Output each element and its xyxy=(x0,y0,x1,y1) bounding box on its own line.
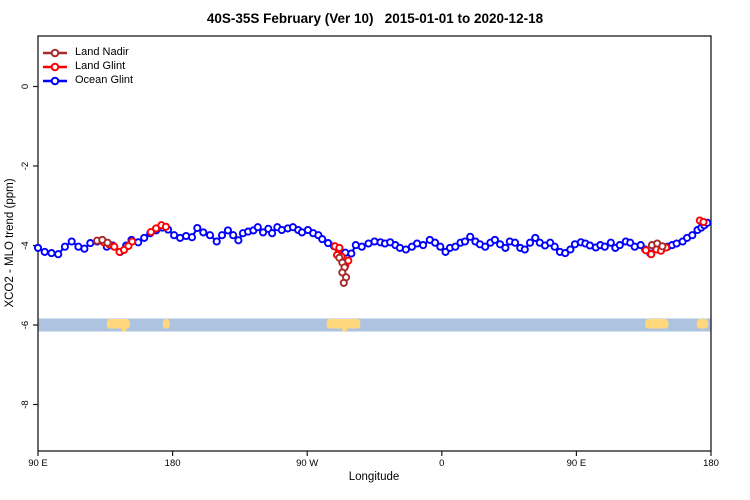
ocean-glint-point xyxy=(80,244,89,253)
land-glint-symbol-icon xyxy=(43,62,67,71)
land-nadir-point xyxy=(103,238,112,247)
chart-title: 40S-35S February (Ver 10) 2015-01-01 to … xyxy=(206,11,544,26)
ocean-glint-point xyxy=(67,237,76,246)
land-mass-drip xyxy=(121,327,127,332)
ocean-glint-point xyxy=(229,231,238,240)
ocean-glint-point xyxy=(268,229,277,238)
land-nadir-symbol-icon xyxy=(43,48,67,57)
legend: Land Nadir Land Glint Ocean Glint xyxy=(42,46,133,87)
ocean-glint-point xyxy=(347,249,356,258)
y-tick-label: -4 xyxy=(20,241,31,249)
land-glint-point xyxy=(641,246,650,255)
x-tick-label: 90 E xyxy=(28,458,48,469)
ocean-glint-point xyxy=(187,233,197,242)
ocean-glint-point xyxy=(600,242,609,251)
ocean-glint-point xyxy=(615,241,624,250)
ocean-glint-point xyxy=(419,241,428,250)
land-mass-blob xyxy=(162,319,170,329)
ocean-glint-point xyxy=(520,245,529,254)
ocean-glint-point xyxy=(140,233,149,242)
ocean-glint-point xyxy=(47,249,56,258)
ocean-glint-point xyxy=(431,238,440,247)
map-band-ocean xyxy=(38,318,711,332)
ocean-glint-point xyxy=(33,243,43,252)
ocean-glint-point xyxy=(60,242,69,251)
land-mass-drip xyxy=(342,327,348,332)
legend-label-land-nadir: Land Nadir xyxy=(75,46,129,58)
land-glint-point xyxy=(128,237,137,246)
ocean-glint-point xyxy=(481,242,490,251)
ocean-glint-symbol-icon xyxy=(43,76,67,85)
ocean-glint-point xyxy=(199,228,208,237)
ocean-glint-point xyxy=(217,231,227,240)
x-tick-label: 90 W xyxy=(296,458,318,469)
ocean-glint-point xyxy=(496,240,505,249)
x-tick-label: 180 xyxy=(165,458,181,469)
ocean-glint-point xyxy=(318,235,327,244)
x-tick-label: 90 E xyxy=(567,458,587,469)
x-tick-label: 180 xyxy=(703,458,719,469)
y-tick-label: -2 xyxy=(20,162,31,170)
ocean-glint-point xyxy=(531,233,540,242)
legend-label-ocean-glint: Ocean Glint xyxy=(75,74,134,86)
legend-item-land-nadir: Land Nadir xyxy=(42,46,133,59)
land-mass-blob xyxy=(696,319,709,329)
ocean-glint-point xyxy=(466,232,475,241)
plot-frame xyxy=(37,35,712,452)
land-glint-point xyxy=(699,217,708,227)
land-glint-point xyxy=(146,227,155,237)
land-mass-blob xyxy=(106,319,130,329)
ocean-glint-point xyxy=(253,223,262,232)
legend-label-land-glint: Land Glint xyxy=(75,60,126,72)
ocean-glint-point xyxy=(357,242,366,251)
ocean-glint-point xyxy=(259,228,268,237)
ocean-glint-point xyxy=(40,247,49,256)
ocean-glint-point xyxy=(636,241,645,250)
ocean-glint-point xyxy=(566,245,575,254)
ocean-glint-point xyxy=(460,237,470,246)
ocean-glint-point xyxy=(86,239,95,248)
land-glint-point xyxy=(110,242,119,251)
land-glint-point xyxy=(647,250,656,259)
ocean-glint-point xyxy=(212,237,221,246)
ocean-glint-point xyxy=(550,242,559,251)
x-axis-title: Longitude xyxy=(348,471,400,483)
ocean-glint-point xyxy=(525,238,535,247)
ocean-glint-point xyxy=(511,238,520,247)
ocean-glint-point xyxy=(561,249,570,258)
ocean-glint-point xyxy=(54,250,63,259)
ocean-glint-point xyxy=(606,238,615,247)
land-nadir-point xyxy=(658,242,667,251)
ocean-glint-point xyxy=(436,242,445,251)
ocean-glint-point xyxy=(324,239,333,248)
ocean-glint-point xyxy=(688,231,697,240)
x-tick-label: 0 xyxy=(439,458,444,469)
y-axis-title: XCO2 - MLO trend (ppm) xyxy=(4,178,16,308)
ocean-glint-point xyxy=(501,243,510,252)
land-mass-blob xyxy=(326,319,361,329)
y-tick-label: -6 xyxy=(20,321,31,329)
ocean-glint-point xyxy=(451,242,460,251)
y-tick-label: 0 xyxy=(20,84,31,89)
land-glint-point xyxy=(335,243,344,252)
ocean-glint-point xyxy=(193,223,202,233)
legend-item-land-glint: Land Glint xyxy=(42,60,133,73)
legend-item-ocean-glint: Ocean Glint xyxy=(42,74,133,87)
ocean-glint-point xyxy=(223,226,232,235)
land-mass-blob xyxy=(645,319,669,329)
ocean-glint-point xyxy=(205,231,215,240)
land-nadir-point xyxy=(339,278,348,287)
land-glint-point xyxy=(161,222,170,231)
ocean-glint-point xyxy=(234,236,243,245)
y-tick-label: -8 xyxy=(20,400,31,408)
ocean-glint-point xyxy=(490,235,499,244)
